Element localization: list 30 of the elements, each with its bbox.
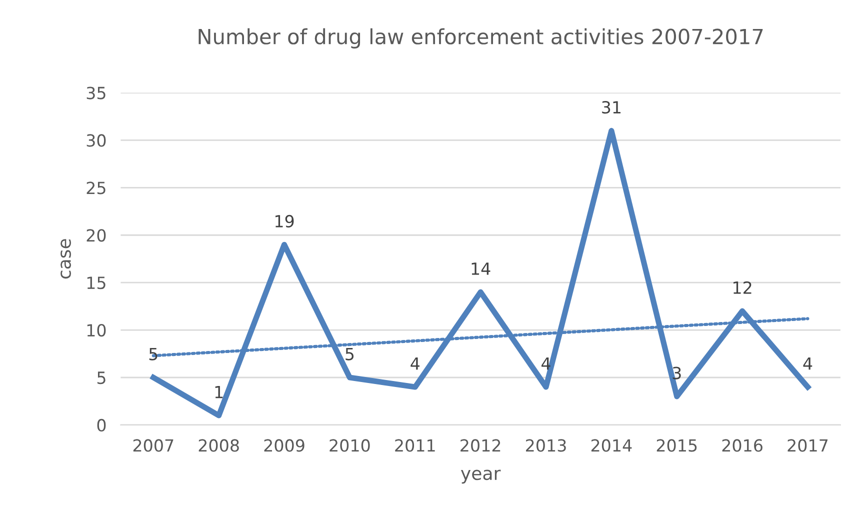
data-label: 12: [734, 281, 752, 294]
y-axis-title: case: [60, 239, 71, 279]
chart-title: Number of drug law enforcement activities 2007-2017: [198, 28, 763, 48]
data-label: 4: [803, 357, 812, 370]
data-label: 31: [602, 100, 620, 114]
x-tick-label: 2007: [133, 439, 174, 452]
y-tick-label: 20: [86, 229, 106, 242]
x-tick-label: 2013: [526, 439, 566, 452]
data-label: 5: [346, 348, 354, 360]
x-tick-label: 2010: [330, 439, 370, 452]
data-label: 14: [472, 262, 490, 275]
y-tick-label: 25: [86, 182, 106, 194]
y-tick-label: 15: [87, 276, 106, 290]
x-tick-label: 2012: [460, 439, 500, 452]
x-tick-label: 2011: [395, 439, 435, 452]
y-tick-label: 10: [87, 324, 106, 337]
y-tick-label: 0: [97, 418, 106, 432]
y-tick-label: 35: [86, 86, 106, 100]
y-tick-label: 5: [97, 372, 106, 384]
data-label: 1: [215, 386, 223, 398]
x-tick-label: 2017: [788, 439, 828, 452]
data-label: 19: [275, 214, 294, 228]
x-tick-label: 2009: [264, 439, 304, 452]
x-tick-label: 2008: [198, 439, 239, 452]
x-tick-label: 2015: [656, 439, 697, 452]
x-tick-label: 2016: [722, 439, 762, 452]
x-axis-title: year: [460, 470, 501, 484]
y-tick-label: 30: [86, 134, 106, 147]
x-tick-label: 2014: [591, 439, 632, 452]
data-label: 4: [410, 357, 420, 370]
